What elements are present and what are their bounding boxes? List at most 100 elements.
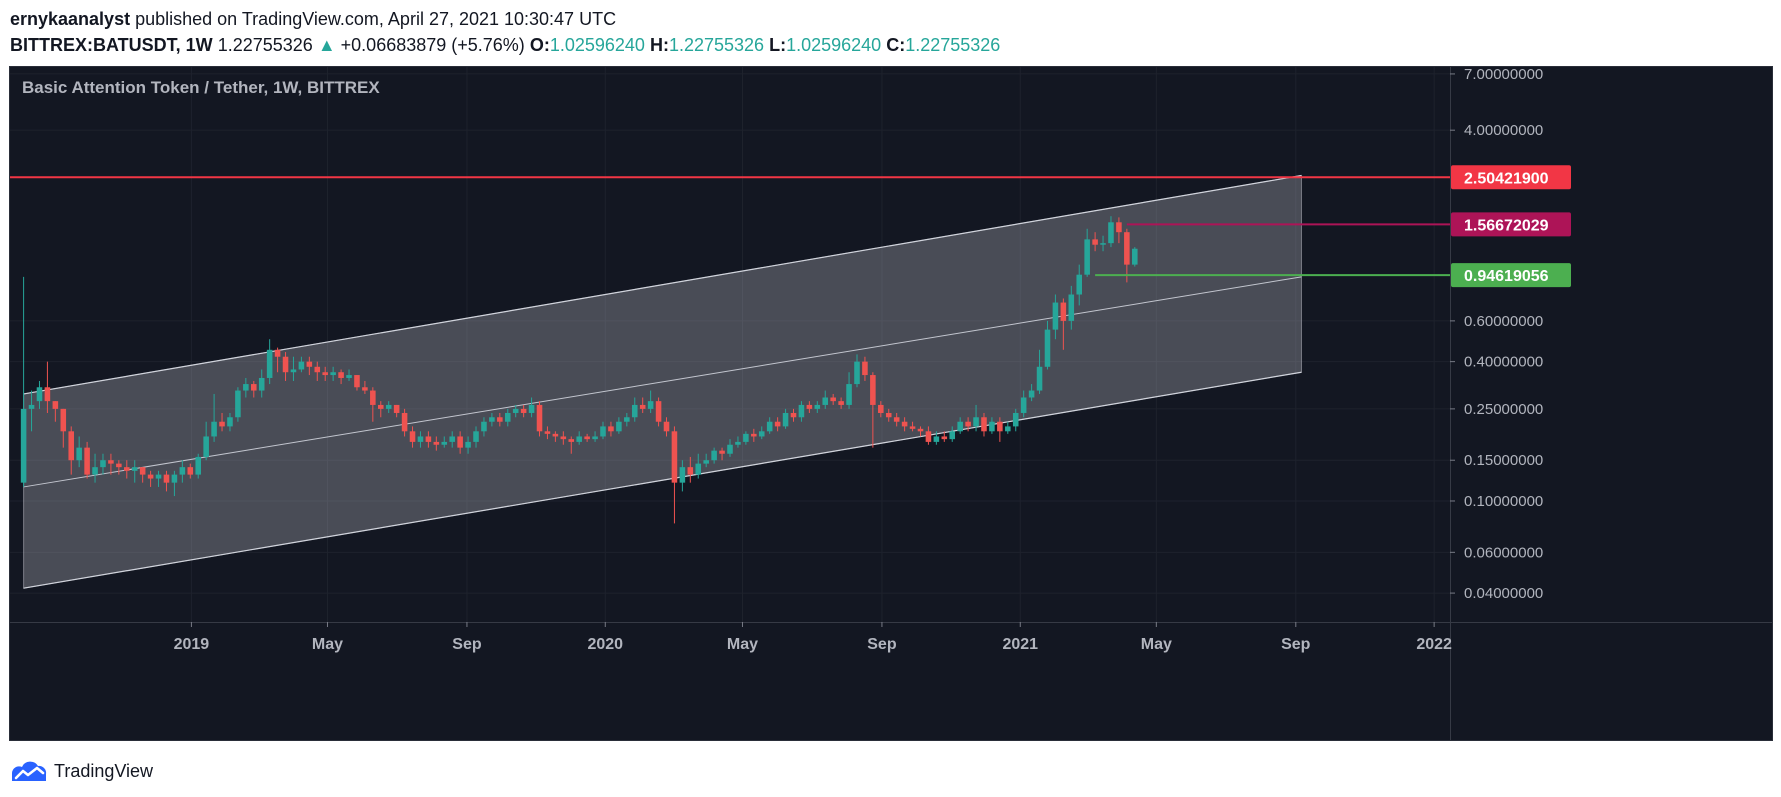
candle-body <box>171 474 178 483</box>
candle-body <box>203 436 209 457</box>
time-tick-label: Sep <box>452 636 482 653</box>
candle-body <box>393 404 400 413</box>
candle-body <box>552 433 559 437</box>
candle-body <box>1012 412 1019 427</box>
author-name[interactable]: ernykaanalyst <box>10 9 131 29</box>
candle-body <box>631 404 638 418</box>
price-tick-label: 0.60000000 <box>1464 313 1543 330</box>
last-price: 1.22755326 <box>217 35 313 55</box>
candle <box>504 408 511 427</box>
candle <box>616 417 622 434</box>
candle-body <box>1020 397 1027 413</box>
candle-body <box>290 369 297 373</box>
candle-body <box>195 456 201 475</box>
candle <box>1116 217 1122 244</box>
candle <box>592 431 598 442</box>
candle <box>766 417 773 434</box>
candle <box>457 431 463 454</box>
candle-body <box>743 433 749 442</box>
candle <box>774 417 781 432</box>
candle <box>60 408 67 448</box>
candle-body <box>568 439 575 442</box>
candle <box>814 401 821 413</box>
candle-body <box>473 431 479 442</box>
channel-upper-line <box>23 174 1302 395</box>
price-tick-label: 0.06000000 <box>1464 544 1543 561</box>
candle-body <box>1116 222 1122 233</box>
candle <box>290 356 297 381</box>
candle <box>679 460 686 492</box>
candle-body <box>20 408 27 483</box>
candle-body <box>227 417 233 427</box>
time-tick-label: Sep <box>867 636 897 653</box>
candle <box>552 431 559 442</box>
candle <box>870 372 876 448</box>
candle-body <box>298 361 305 370</box>
channel-middle-line <box>23 276 1302 488</box>
candle <box>362 380 368 394</box>
candle-body <box>941 436 948 440</box>
candle-body <box>1005 426 1011 432</box>
candle-body <box>957 421 963 432</box>
candle-body <box>179 467 186 475</box>
candle <box>322 366 328 381</box>
candle-body <box>251 384 257 391</box>
close-label: C: <box>886 35 906 55</box>
candle-body <box>1044 329 1051 367</box>
candle <box>1092 232 1098 252</box>
candle-body <box>1028 390 1035 398</box>
open-value: 1.02596240 <box>549 35 645 55</box>
candle-body <box>727 444 733 454</box>
candle-body <box>687 467 694 475</box>
candle <box>957 417 963 434</box>
candle <box>195 453 201 479</box>
candle <box>274 347 281 373</box>
candle-body <box>512 408 519 413</box>
candle-body <box>751 433 757 437</box>
candle <box>409 426 416 448</box>
candle <box>735 436 741 448</box>
candle <box>171 470 178 497</box>
brand-name[interactable]: TradingView <box>54 760 154 781</box>
candle <box>560 431 567 445</box>
high-label: H: <box>649 35 669 55</box>
candle-body <box>147 474 154 479</box>
candle <box>258 369 265 398</box>
candle <box>1068 285 1075 330</box>
candle <box>84 441 90 479</box>
candle <box>758 426 765 440</box>
candle-body <box>933 436 940 442</box>
candle <box>1036 349 1043 394</box>
time-tick-label: May <box>1141 636 1172 653</box>
candle-body <box>639 404 646 409</box>
candle-body <box>790 412 797 418</box>
candle-body <box>878 404 884 413</box>
candle-body <box>1100 243 1106 245</box>
candle-body <box>989 421 995 432</box>
candle <box>155 470 162 487</box>
candle <box>703 453 709 468</box>
time-tick-label: 2020 <box>587 636 623 653</box>
candle <box>282 352 289 381</box>
candle-body <box>608 426 614 432</box>
candle <box>266 339 273 385</box>
candle-body <box>703 460 709 464</box>
chart-panel[interactable]: 0.04000000 0.06000000 0.10000000 0.15000000… <box>9 66 1773 741</box>
candle-body <box>893 417 900 422</box>
candle <box>846 372 852 409</box>
price-level-label-1: 2.50421900 <box>1464 170 1549 187</box>
candle <box>782 408 789 429</box>
candle <box>425 431 432 448</box>
price-tick-label: 0.25000000 <box>1464 401 1543 418</box>
candle <box>965 417 971 432</box>
candle <box>528 397 535 418</box>
candle <box>576 431 582 445</box>
candle <box>663 417 670 437</box>
candle-body <box>679 467 686 483</box>
candle-body <box>719 450 725 454</box>
price-chart[interactable]: 0.04000000 0.06000000 0.10000000 0.15000000… <box>10 67 1772 740</box>
candle-body <box>536 404 543 432</box>
chart-title: Basic Attention Token / Tether, 1W, BITT… <box>22 78 380 97</box>
candle-body <box>520 408 527 413</box>
candle <box>108 453 114 475</box>
